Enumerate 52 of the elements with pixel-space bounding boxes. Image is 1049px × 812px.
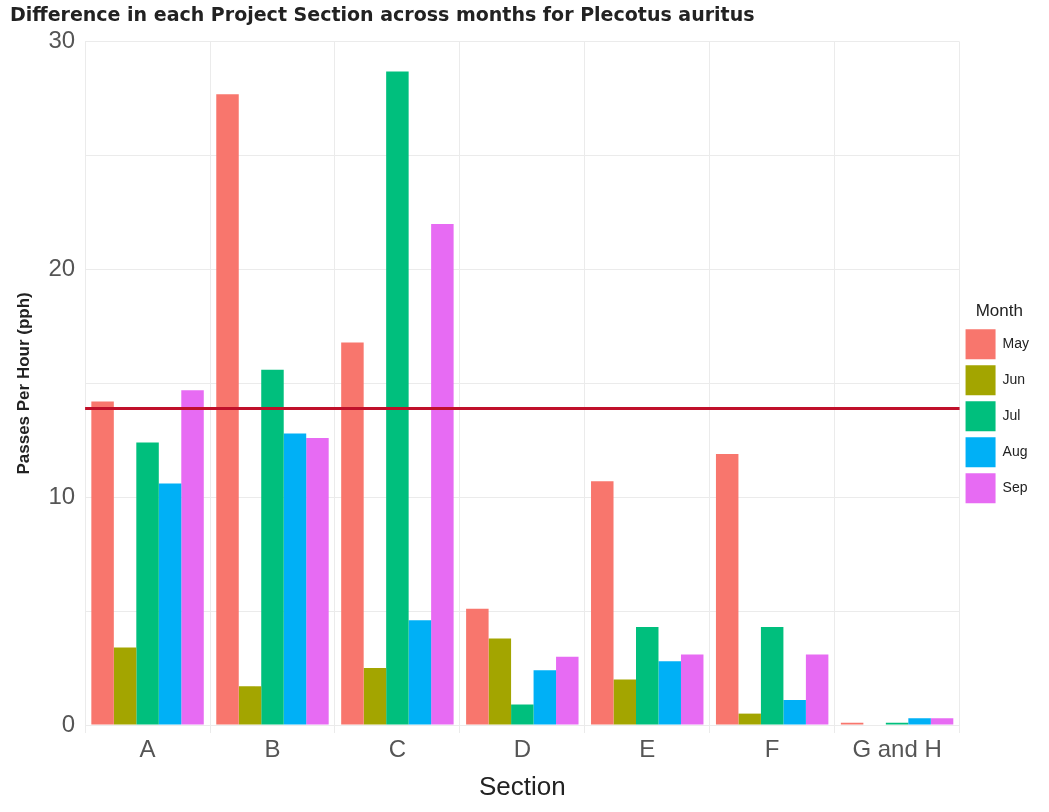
- bar: [113, 647, 137, 725]
- bar: [181, 390, 204, 725]
- bar: [715, 454, 739, 725]
- bar: [431, 223, 454, 725]
- bar: [636, 627, 659, 725]
- bar: [760, 627, 784, 725]
- legend-label: Sep: [1002, 479, 1028, 496]
- x-tick-label: A: [139, 735, 156, 763]
- bar: [533, 670, 557, 725]
- bar: [511, 704, 534, 725]
- legend-label: Jul: [1002, 407, 1021, 424]
- legend-label: Jun: [1002, 371, 1026, 388]
- bar: [408, 620, 432, 725]
- bar: [556, 656, 579, 725]
- bar: [136, 442, 159, 725]
- bar: [283, 433, 307, 725]
- bar: [363, 668, 387, 725]
- legend-label: Aug: [1002, 443, 1028, 460]
- bar: [306, 438, 329, 725]
- legend-title: Month: [975, 300, 1023, 320]
- bar: [341, 342, 364, 725]
- y-tick-label: 0: [61, 709, 76, 737]
- bar: [238, 686, 262, 725]
- bar: [783, 699, 806, 725]
- bar: [261, 369, 284, 725]
- x-tick-label: E: [639, 735, 656, 763]
- bar: [930, 718, 954, 725]
- bar: [386, 71, 409, 725]
- x-axis-title: Section: [478, 770, 566, 801]
- x-tick-label: C: [388, 735, 407, 763]
- bar: [613, 679, 636, 725]
- bar: [216, 94, 239, 725]
- x-tick-label: G and H: [852, 735, 942, 763]
- y-axis-title: Passes Per Hour (pph): [13, 292, 33, 475]
- bar: [91, 401, 114, 725]
- bar: [158, 483, 182, 725]
- x-tick-label: D: [513, 735, 531, 763]
- bar: [591, 481, 614, 725]
- x-tick-label: F: [764, 735, 780, 763]
- bar: [805, 654, 829, 725]
- y-tick-label: 10: [48, 481, 76, 509]
- x-tick-label: B: [264, 735, 281, 763]
- bar: [658, 661, 681, 725]
- chart-title: Difference in each Project Section across months for Plecotus auritus: [10, 3, 755, 26]
- bar: [680, 654, 704, 725]
- bar: [466, 608, 489, 725]
- y-tick-label: 30: [48, 26, 76, 54]
- y-tick-label: 20: [48, 254, 76, 282]
- bar: [738, 713, 761, 725]
- bar: [908, 718, 931, 725]
- legend-label: May: [1002, 335, 1029, 352]
- bar: [488, 638, 512, 725]
